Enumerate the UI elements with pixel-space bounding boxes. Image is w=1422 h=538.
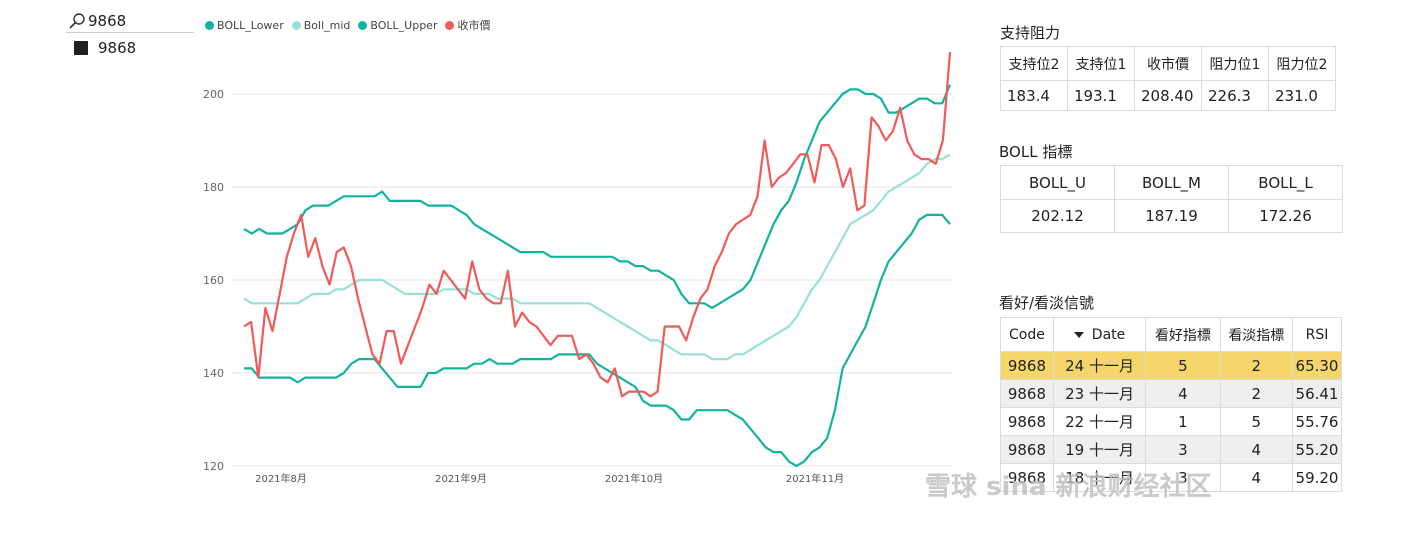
table-cell: 4: [1219, 463, 1294, 492]
table-cell: 4: [1219, 435, 1294, 464]
column-header[interactable]: 阻力位1: [1201, 46, 1269, 81]
legend-label: BOLL_Upper: [370, 18, 438, 32]
x-tick-label: 2021年10月: [605, 472, 663, 485]
column-header-label: Date: [1091, 326, 1126, 343]
table-cell: 9868: [1000, 407, 1054, 436]
support-resistance-table: 支持位2 支持位1 收市價 阻力位1 阻力位2 183.4 193.1 208.…: [1000, 46, 1336, 111]
table-cell: 9868: [1000, 351, 1054, 380]
signals-title: 看好/看淡信號: [999, 294, 1095, 312]
search-icon: [69, 13, 85, 29]
legend-item-boll-upper[interactable]: BOLL_Upper: [358, 17, 437, 33]
table-cell: 2: [1219, 351, 1294, 380]
y-tick-label: 120: [203, 460, 224, 473]
table-cell: 183.4: [1000, 80, 1068, 111]
sort-desc-icon: [1073, 331, 1084, 338]
table-cell: 193.1: [1067, 80, 1135, 111]
series-line-boll-mid: [243, 153, 951, 361]
legend-label: Boll_mid: [303, 18, 351, 32]
signals-table: Code Date 看好指標 看淡指標 RSI 9868 24 十一月 5 2 …: [1000, 317, 1342, 492]
table-cell: 55.20: [1292, 435, 1342, 464]
table-row[interactable]: 9868 18 十一月 3 4 59.20: [1000, 463, 1342, 492]
boll-title: BOLL 指標: [999, 143, 1073, 161]
table-cell: 226.3: [1201, 80, 1269, 111]
column-header[interactable]: 看好指標: [1145, 317, 1221, 352]
table-cell: 202.12: [1000, 199, 1115, 233]
column-header-rsi[interactable]: RSI: [1292, 317, 1342, 352]
boll-table: BOLL_U BOLL_M BOLL_L 202.12 187.19 172.2…: [1000, 165, 1343, 233]
y-tick-label: 140: [203, 367, 224, 380]
search-input[interactable]: 9868: [88, 12, 127, 30]
table-cell: 59.20: [1292, 463, 1342, 492]
table-cell: 9868: [1000, 435, 1054, 464]
chart-legend: BOLL_Lower Boll_mid BOLL_Upper 收市價: [205, 17, 490, 33]
column-header[interactable]: 阻力位2: [1268, 46, 1336, 81]
column-header-date[interactable]: Date: [1052, 317, 1147, 352]
legend-dot-icon: [445, 20, 455, 30]
column-header-code[interactable]: Code: [1000, 317, 1054, 352]
x-tick-label: 2021年11月: [786, 472, 844, 485]
legend-dot-icon: [291, 20, 301, 30]
column-header[interactable]: 支持位2: [1000, 46, 1068, 81]
table-cell: 23 十一月: [1052, 379, 1147, 408]
column-header[interactable]: 支持位1: [1067, 46, 1135, 81]
legend-item-close-price[interactable]: 收市價: [445, 17, 490, 33]
table-cell: 231.0: [1268, 80, 1336, 111]
slicer-item[interactable]: 9868: [74, 39, 194, 57]
table-cell: 9868: [1000, 463, 1054, 492]
boll-line-chart: 120 140 160 180 200 2021年8月 2021年9月 2021年10月 202…: [203, 52, 952, 485]
table-row[interactable]: 9868 19 十一月 3 4 55.20: [1000, 435, 1342, 464]
column-header[interactable]: BOLL_U: [1000, 165, 1115, 200]
table-cell: 208.40: [1134, 80, 1202, 111]
support-resistance-title: 支持阻力: [1000, 24, 1061, 42]
legend-item-boll-lower[interactable]: BOLL_Lower: [205, 17, 284, 33]
column-header[interactable]: BOLL_L: [1228, 165, 1343, 200]
legend-item-boll-mid[interactable]: Boll_mid: [291, 17, 351, 33]
series-line-boll-lower: [244, 213, 951, 468]
x-tick-label: 2021年9月: [435, 472, 487, 485]
y-tick-label: 180: [203, 181, 224, 194]
table-cell: 172.26: [1228, 199, 1343, 233]
table-cell: 3: [1145, 435, 1221, 464]
legend-dot-icon: [205, 20, 214, 30]
table-cell: 5: [1219, 407, 1294, 436]
table-cell: 3: [1145, 463, 1221, 492]
checkbox-checked-icon[interactable]: [74, 41, 88, 55]
legend-label: BOLL_Lower: [217, 18, 284, 32]
table-cell: 56.41: [1292, 379, 1342, 408]
table-row[interactable]: 9868 23 十一月 4 2 56.41: [1000, 379, 1342, 408]
table-cell: 187.19: [1114, 199, 1229, 233]
y-tick-label: 200: [203, 88, 224, 101]
table-cell: 2: [1219, 379, 1294, 408]
signals-table-viewport[interactable]: Code Date 看好指標 看淡指標 RSI 9868 24 十一月 5 2 …: [1000, 317, 1342, 492]
table-cell: 9868: [1000, 379, 1054, 408]
series-line--: [243, 52, 952, 398]
column-header[interactable]: 收市價: [1134, 46, 1202, 81]
table-cell: 5: [1145, 351, 1221, 380]
legend-dot-icon: [358, 20, 368, 30]
slicer-item-label: 9868: [98, 39, 137, 57]
y-tick-label: 160: [203, 274, 224, 287]
table-cell: 1: [1145, 407, 1221, 436]
table-cell: 55.76: [1292, 407, 1342, 436]
x-tick-label: 2021年8月: [255, 472, 307, 485]
column-header[interactable]: 看淡指標: [1219, 317, 1294, 352]
table-cell: 19 十一月: [1052, 435, 1147, 464]
table-cell: 22 十一月: [1052, 407, 1147, 436]
table-cell: 24 十一月: [1052, 351, 1147, 380]
table-row[interactable]: 9868 22 十一月 1 5 55.76: [1000, 407, 1342, 436]
table-cell: 65.30: [1292, 351, 1342, 380]
series-line-boll-upper: [243, 84, 952, 309]
table-row[interactable]: 9868 24 十一月 5 2 65.30: [1000, 351, 1342, 380]
watermark: 雪球 sina 新浪财经社区: [925, 472, 1212, 502]
legend-label: 收市價: [457, 19, 491, 32]
slicer-search[interactable]: 9868: [66, 10, 194, 33]
column-header[interactable]: BOLL_M: [1114, 165, 1229, 200]
table-cell: 18 十一月: [1052, 463, 1147, 492]
table-cell: 4: [1145, 379, 1221, 408]
slicer: 9868 9868: [66, 10, 194, 57]
